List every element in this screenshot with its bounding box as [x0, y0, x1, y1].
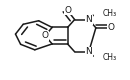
- Text: O: O: [42, 31, 49, 40]
- Text: N: N: [85, 15, 92, 24]
- Text: N: N: [85, 47, 92, 56]
- Text: O: O: [64, 6, 71, 15]
- Text: O: O: [107, 23, 114, 32]
- Text: CH₃: CH₃: [103, 53, 117, 62]
- Text: CH₃: CH₃: [103, 9, 117, 18]
